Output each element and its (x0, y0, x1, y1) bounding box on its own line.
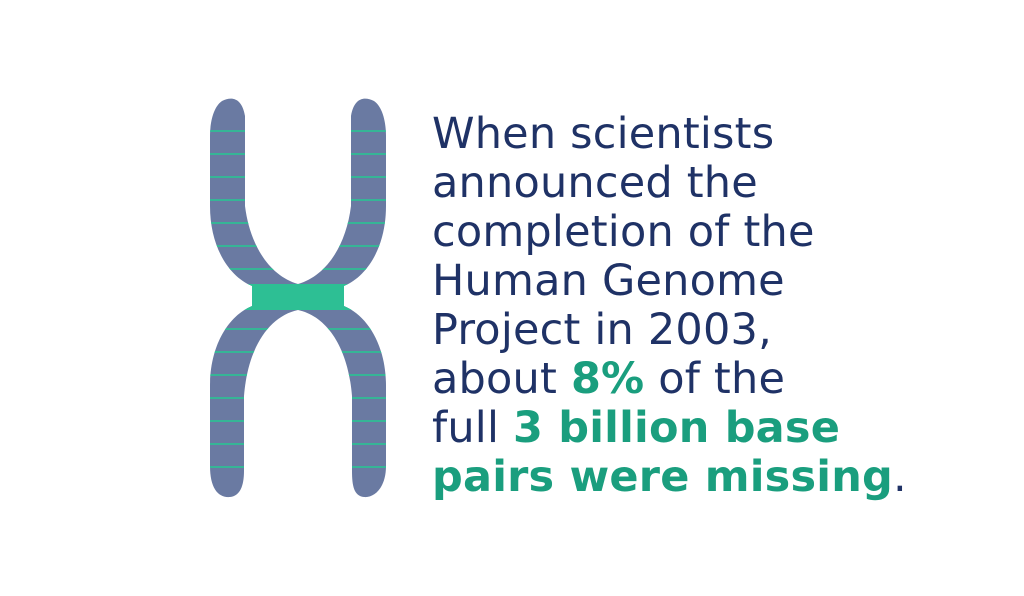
chromosome-band (210, 222, 386, 224)
fact-line-2: announced the (432, 158, 758, 208)
highlight-percentage: 8% (570, 354, 645, 404)
fact-line-8-suffix: . (893, 452, 907, 502)
chromosome-band (210, 443, 386, 445)
fact-line-6-prefix: about (432, 354, 571, 404)
chromosome-band (210, 199, 386, 201)
fact-line-3: completion of the (432, 207, 815, 257)
chromosome-band (210, 420, 386, 422)
chromosome-band (210, 245, 386, 247)
chromosome-band (210, 466, 386, 468)
chromosome-icon (198, 96, 398, 500)
fact-line-7: full 3 billion base (432, 404, 952, 453)
fact-line-8: pairs were missing. (432, 453, 952, 502)
chromosome-band (210, 268, 386, 270)
chromosome-band (210, 374, 386, 376)
fact-line-6: about 8% of the (432, 355, 952, 404)
fact-line-6-suffix: of the (644, 354, 786, 404)
highlight-missing: pairs were missing (432, 452, 893, 502)
chromosome-band (210, 351, 386, 353)
chromosome-band (210, 176, 386, 178)
chromosome-band (210, 153, 386, 155)
fact-line-5: Project in 2003, (432, 305, 772, 355)
chromosome-band (210, 328, 386, 330)
chromosome-band (210, 130, 386, 132)
fact-line-1: When scientists (432, 109, 775, 159)
highlight-base-pairs: 3 billion base (512, 403, 841, 453)
fact-line-4: Human Genome (432, 256, 785, 306)
fact-text: When scientists announced the completion… (432, 110, 952, 502)
chromosome-band (210, 397, 386, 399)
fact-line-7-prefix: full (432, 403, 513, 453)
